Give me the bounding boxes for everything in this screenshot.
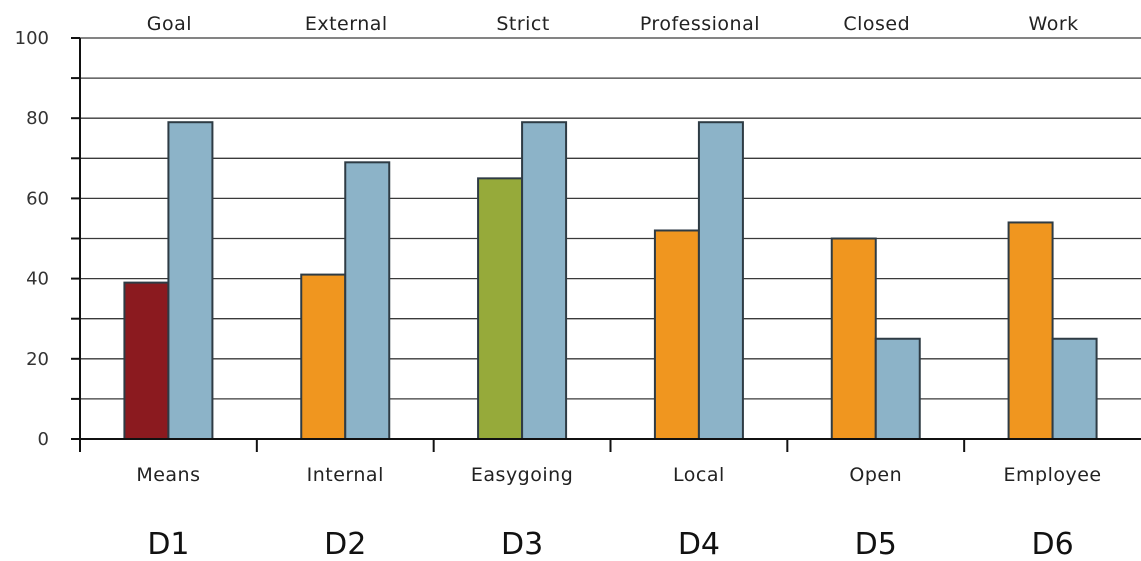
- bottom-category-label: Means: [136, 464, 200, 486]
- y-tick-label: 80: [26, 108, 49, 129]
- bar-d3-2: [521, 121, 568, 441]
- bar-d6-1: [1007, 221, 1054, 440]
- bars: [123, 121, 1098, 441]
- y-tick-label: 40: [26, 269, 49, 290]
- y-tick-label: 20: [26, 349, 49, 370]
- axes: [71, 37, 1141, 452]
- bar-d6-2: [1051, 337, 1098, 440]
- bar-d4-1: [653, 229, 700, 440]
- dimension-label: D5: [855, 527, 897, 561]
- bar-d1-1: [123, 281, 170, 440]
- bottom-category-label: Easygoing: [471, 464, 573, 486]
- bottom-category-label: Internal: [307, 464, 384, 486]
- top-category-label: External: [305, 13, 388, 35]
- bottom-category-label: Employee: [1004, 464, 1102, 486]
- bar-d3-1: [477, 177, 524, 440]
- top-category-label: Strict: [496, 13, 550, 35]
- gridlines: [80, 37, 1141, 400]
- top-category-label: Goal: [147, 13, 192, 35]
- bar-d5-2: [874, 337, 921, 440]
- top-category-label: Closed: [843, 13, 910, 35]
- y-tick-label: 100: [15, 28, 49, 49]
- dimension-label: D4: [678, 527, 720, 561]
- dimension-label: D2: [324, 527, 366, 561]
- dimension-label: D3: [501, 527, 543, 561]
- top-category-label: Professional: [640, 13, 760, 35]
- bottom-category-label: Open: [849, 464, 902, 486]
- bar-d2-2: [344, 161, 391, 440]
- bar-d2-1: [300, 273, 347, 440]
- bar-d5-1: [830, 237, 877, 440]
- bottom-category-label: Local: [673, 464, 725, 486]
- top-category-label: Work: [1029, 13, 1079, 35]
- labels: 0 20 40 60 80 100 Goal Means D1 External Internal D…: [15, 13, 1102, 561]
- y-tick-label: 60: [26, 188, 49, 209]
- y-tick-label: 0: [38, 429, 49, 450]
- dimension-label: D1: [147, 527, 189, 561]
- bar-d1-2: [167, 121, 214, 441]
- bar-d4-2: [697, 121, 744, 441]
- dimension-label: D6: [1031, 527, 1073, 561]
